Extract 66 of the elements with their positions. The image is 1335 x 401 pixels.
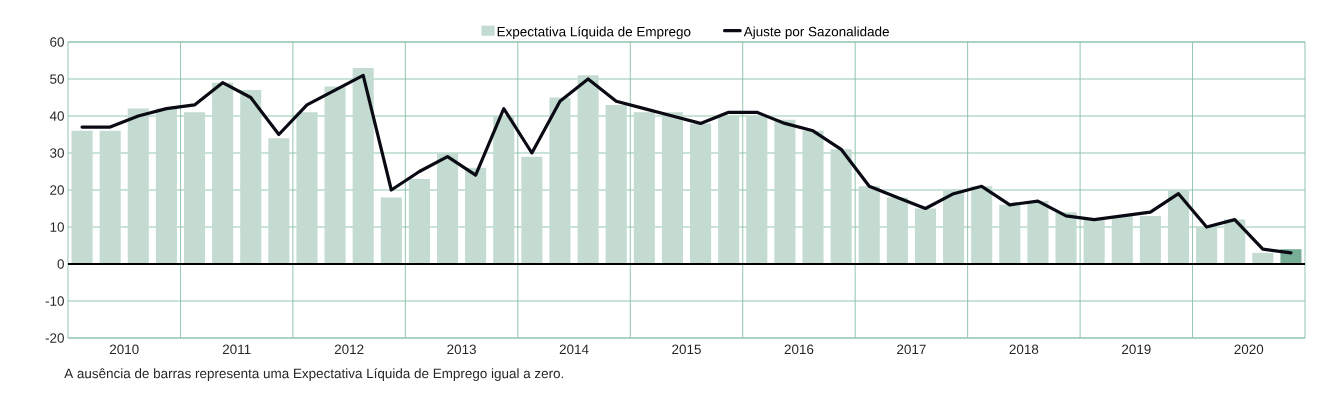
bar bbox=[521, 156, 543, 264]
bar bbox=[690, 123, 712, 264]
bar bbox=[1083, 219, 1105, 264]
x-tick-label: 2011 bbox=[222, 344, 251, 355]
y-tick-label: 30 bbox=[50, 148, 64, 158]
text: A ausência de barras representa uma Expectativa Líquida de Emprego igual a zero. bbox=[64, 368, 564, 381]
bar bbox=[577, 75, 599, 264]
bar bbox=[99, 130, 121, 264]
legend-label: Expectativa Líquida de Emprego bbox=[497, 26, 691, 40]
y-tick-label: 60 bbox=[50, 37, 64, 47]
x-tick-label: 2016 bbox=[784, 344, 814, 355]
bar bbox=[1252, 252, 1274, 264]
bar bbox=[661, 112, 683, 264]
bar bbox=[1139, 215, 1161, 264]
bar bbox=[633, 112, 655, 264]
x-tick-label: 2020 bbox=[1234, 344, 1264, 355]
x-tick-label: 2012 bbox=[334, 344, 364, 355]
y-tick-label: 50 bbox=[50, 74, 64, 84]
bar bbox=[465, 167, 487, 264]
bar bbox=[352, 67, 374, 264]
bar bbox=[183, 112, 206, 264]
bar bbox=[436, 153, 459, 264]
y-tick-label: 20 bbox=[50, 185, 64, 195]
y-tick-label: 10 bbox=[50, 222, 64, 232]
bar bbox=[746, 116, 768, 264]
line-series bbox=[80, 73, 1293, 255]
bar bbox=[549, 97, 571, 264]
y-tick-label: 0 bbox=[57, 259, 64, 269]
y-tick-label: -20 bbox=[45, 333, 64, 343]
x-tick-label: 2018 bbox=[1009, 344, 1039, 355]
bar bbox=[1167, 190, 1190, 264]
bar bbox=[240, 90, 262, 264]
bar bbox=[324, 86, 346, 264]
bar bbox=[605, 104, 627, 264]
bar bbox=[127, 108, 149, 264]
bar bbox=[408, 178, 430, 264]
bar bbox=[380, 197, 402, 264]
bar bbox=[718, 116, 740, 264]
bar bbox=[155, 108, 177, 264]
bar bbox=[71, 130, 93, 264]
bar bbox=[493, 116, 515, 264]
bar bbox=[1196, 227, 1218, 264]
y-tick-label: 40 bbox=[49, 111, 64, 121]
bar bbox=[268, 138, 290, 264]
bar bbox=[1027, 201, 1049, 264]
bar bbox=[802, 130, 824, 264]
bar bbox=[914, 208, 937, 264]
x-tick-label: 2019 bbox=[1122, 344, 1151, 355]
x-tick-label: 2014 bbox=[559, 344, 589, 355]
bar bbox=[1055, 212, 1077, 264]
bar bbox=[943, 190, 965, 264]
bar bbox=[296, 112, 318, 264]
bar bbox=[971, 186, 993, 264]
legend-label: Ajuste por Sazonalidade bbox=[743, 26, 889, 40]
bar bbox=[774, 119, 796, 264]
bar bbox=[999, 204, 1021, 264]
x-tick-label: 2013 bbox=[447, 344, 476, 355]
x-tick-label: 2010 bbox=[109, 344, 139, 355]
bar bbox=[830, 149, 852, 264]
bar bbox=[886, 197, 908, 264]
y-tick-label: -10 bbox=[45, 296, 64, 306]
bar bbox=[1111, 215, 1133, 264]
x-tick-label: 2017 bbox=[897, 344, 926, 355]
x-tick-label: 2015 bbox=[672, 344, 701, 355]
bar bbox=[858, 186, 880, 264]
bar bbox=[212, 82, 234, 264]
